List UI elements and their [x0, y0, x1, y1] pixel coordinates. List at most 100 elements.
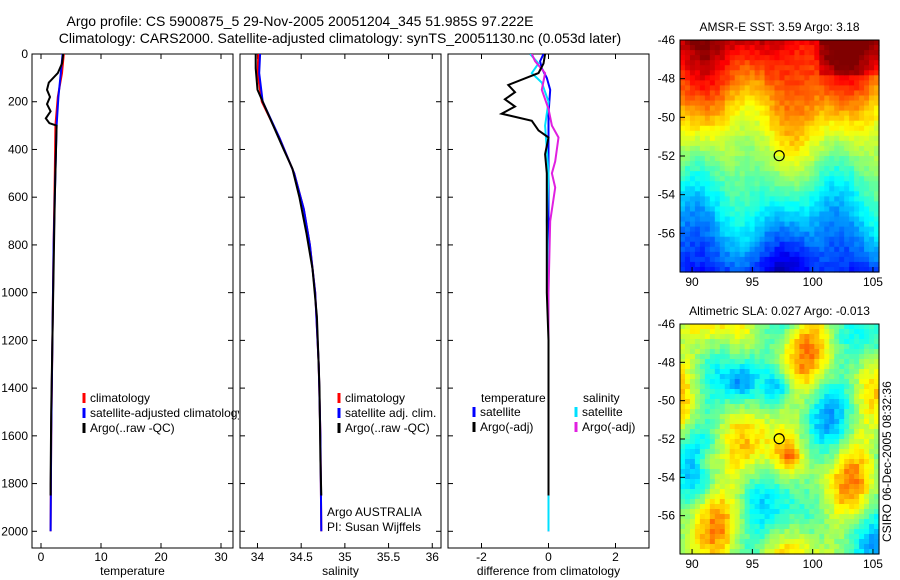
sla-map-cell [699, 544, 706, 550]
sla-map-cell [689, 534, 696, 540]
sst-map-cell [764, 186, 771, 192]
sla-map-cell [854, 359, 860, 365]
sla-map-cell [789, 419, 796, 425]
sst-map-cell [754, 216, 761, 223]
sla-map-cell [739, 484, 746, 490]
sla-map-cell [829, 524, 835, 530]
sst-map-cell [814, 236, 820, 243]
sst-map-cell [764, 206, 771, 213]
sst-map-cell [774, 161, 781, 167]
sla-map-cell [759, 514, 766, 520]
sst-map-cell [784, 216, 791, 223]
sst-map-cell [680, 251, 686, 258]
sla-map-cell [804, 324, 810, 330]
sst-map-cell [709, 166, 716, 172]
sla-map-cell [699, 334, 706, 340]
sla-map-cell [764, 464, 771, 470]
sla-map-cell [734, 434, 741, 440]
sst-map-cell [709, 145, 716, 152]
sst-map-cell [704, 266, 711, 273]
sst-map-cell [804, 60, 810, 66]
sla-map-cell [829, 509, 835, 515]
sst-map-cell [869, 60, 875, 66]
sst-map-cell [764, 75, 771, 81]
sla-map-cell [784, 454, 791, 460]
sst-map-cell [729, 221, 736, 228]
sla-map-cell [789, 424, 796, 430]
sla-map-cell [704, 404, 711, 410]
sla-map-cell [769, 374, 776, 380]
sst-map-cell [709, 191, 716, 197]
sla-map-cell [684, 389, 691, 395]
sst-map-cell [864, 251, 870, 258]
sla-map-cell [764, 444, 771, 450]
sst-map-cell [839, 256, 845, 263]
sst-map-cell [824, 161, 830, 167]
sla-map-cell [769, 499, 776, 505]
sst-map-cell [754, 40, 761, 46]
sla-map-cell [680, 509, 686, 515]
temp-ytick-label: 800 [8, 238, 28, 252]
sla-map-cell [704, 494, 711, 500]
sla-map-cell [864, 514, 870, 520]
sst-map-cell [854, 150, 860, 157]
sla-map-cell [749, 349, 756, 355]
sst-map-cell [680, 115, 686, 122]
sst-map-ytick-label: -50 [658, 110, 676, 124]
sst-map-cell [769, 266, 776, 273]
sst-map-cell [724, 150, 731, 157]
sla-map-cell [689, 379, 696, 385]
sst-map-cell [779, 40, 786, 46]
sst-map-cell [784, 115, 791, 122]
sst-map-cell [709, 70, 716, 76]
sst-map-cell [714, 226, 721, 233]
sla-map-cell [834, 454, 840, 460]
sla-map-cell [854, 509, 860, 515]
sla-map-cell [699, 499, 706, 505]
temp-ytick-label: 0 [21, 47, 28, 61]
sst-map-cell [719, 261, 726, 268]
sla-map-cell [764, 384, 771, 390]
sla-map-cell [719, 404, 726, 410]
sst-map-cell [729, 115, 736, 122]
sst-map-cell [864, 201, 870, 208]
sla-map-cell [774, 399, 781, 405]
sst-map-cell [709, 186, 716, 192]
sst-map-cell [729, 140, 736, 147]
sla-map-cell [699, 409, 706, 415]
sla-map-cell [849, 459, 855, 465]
sst-map-cell [844, 135, 850, 142]
sla-map-cell [734, 449, 741, 455]
sla-map-cell [794, 364, 800, 370]
sla-map-cell [759, 449, 766, 455]
sst-map-cell [714, 176, 721, 182]
sst-map-cell [694, 156, 701, 162]
sla-map-cell [844, 409, 850, 415]
sla-map-cell [694, 529, 701, 535]
sla-map-cell [749, 374, 756, 380]
sst-map-cell [869, 236, 875, 243]
sst-map-cell [789, 211, 796, 218]
sla-map-cell [844, 324, 850, 330]
sla-map-cell [859, 459, 865, 465]
sst-map-cell [869, 110, 875, 117]
sla-map-cell [754, 539, 761, 545]
sst-map-cell [749, 150, 756, 157]
sla-map-cell [699, 449, 706, 455]
sst-map-cell [694, 236, 701, 243]
sla-map-cell [779, 529, 786, 535]
sla-map-cell [714, 379, 721, 385]
sst-map-cell [809, 231, 815, 238]
sst-map-cell [814, 196, 820, 202]
sla-map-cell [829, 349, 835, 355]
sst-map-cell [864, 196, 870, 202]
sla-map-cell [804, 334, 810, 340]
sla-map-cell [849, 404, 855, 410]
sla-map-cell [874, 454, 880, 460]
sla-map-cell [809, 499, 815, 505]
sla-map-cell [724, 514, 731, 520]
sla-map-cell [789, 499, 796, 505]
sst-map-cell [774, 216, 781, 223]
sla-map-cell [739, 424, 746, 430]
sla-map-cell [729, 329, 736, 335]
